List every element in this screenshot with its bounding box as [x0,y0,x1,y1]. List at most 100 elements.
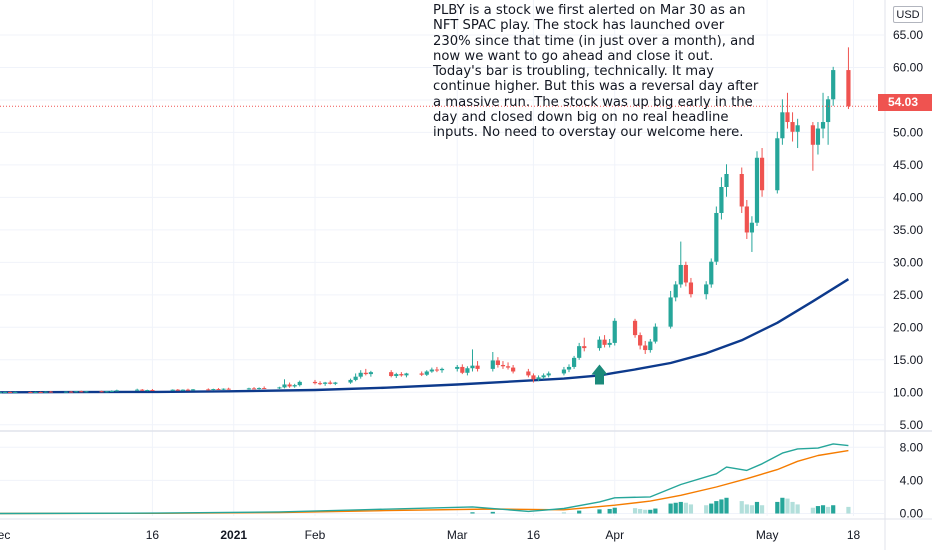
candle-body [216,389,221,391]
price-tick-label: 15.00 [893,353,923,367]
candle-body [607,342,612,345]
histogram-bar [561,512,567,514]
candle [820,92,826,139]
candle [368,370,373,377]
candle [328,380,333,385]
candle-body [206,389,211,391]
histogram-bar [826,506,831,514]
candle-body [455,366,460,369]
candle-body [150,389,155,391]
candlestick-layer [0,47,851,394]
candle-body [709,261,714,285]
time-axis[interactable]: ec 16 2021 Feb Mar 16 Apr May 18 [0,528,861,542]
candle [632,318,638,338]
candle [257,387,262,390]
time-tick-label: May [756,528,779,542]
candle [815,122,821,155]
candle-body [673,284,678,298]
price-tick-label: 65.00 [893,28,923,42]
candle-body [328,382,333,384]
candle [455,364,460,372]
candle [353,373,358,382]
candle [13,391,18,393]
candle-body [79,391,84,393]
candle [175,389,180,391]
candle-body [602,339,607,345]
candle [404,372,409,378]
candle-body [744,206,749,233]
histogram-bar [724,497,729,514]
candle [389,370,394,378]
candle-body [511,367,516,372]
candle [33,391,38,393]
candle [282,379,287,389]
candle-body [688,282,694,295]
price-tick-label: 50.00 [893,125,923,139]
candle [810,122,815,171]
candle-body [790,122,795,132]
candle [109,390,114,392]
candle-body [226,388,231,390]
candle-body [99,391,104,393]
candle-body [104,391,109,393]
candle-body [221,388,226,390]
candle-body [719,186,724,213]
histogram-bar [678,501,683,514]
candle-body [775,138,780,191]
candle-body [714,212,719,262]
candle-body [190,389,196,391]
time-tick-label: 16 [146,528,160,542]
histogram-bar [683,502,688,514]
candle-body [363,372,368,375]
candle-body [495,360,500,365]
histogram-bar [704,505,709,514]
candle-body [277,387,282,389]
candle-body [38,391,43,393]
candle [0,391,3,394]
candle-body [505,366,511,368]
price-tick-label: 25.00 [893,288,923,302]
price-tick-label: 20.00 [893,320,923,334]
time-tick-label: Apr [605,528,624,542]
candle-body [353,376,358,380]
histogram-bar [648,509,653,514]
price-tick-label: 45.00 [893,158,923,172]
candle-body [0,392,3,394]
candle-body [546,373,551,376]
candle-body [815,128,821,145]
candle-body [571,357,577,367]
price-tick-label: 10.00 [893,385,923,399]
candle-body [643,345,648,351]
candle-body [394,374,399,377]
candle [749,216,755,252]
candle-body [135,389,140,391]
histogram-bar [714,501,719,514]
candle [826,96,831,145]
price-tick-label: 60.00 [893,60,923,74]
candle [145,389,150,392]
candle-body [282,384,287,388]
candle-body [323,382,328,384]
currency-button[interactable]: USD [893,6,923,23]
histogram-bar [846,506,851,514]
candle-body [368,372,373,375]
candle-body [185,389,191,391]
candle-body [820,122,826,129]
candle [190,389,196,391]
candle [571,355,577,369]
candle [221,388,226,390]
candle-body [759,157,765,191]
candle-body [653,326,658,342]
histogram-bar [775,501,780,514]
osc-tick-label: 0.00 [900,507,924,521]
candle-body [74,391,79,393]
candle [211,388,216,391]
candle-body [399,374,404,376]
histogram-bar [744,504,749,514]
candle [531,373,536,383]
candle [140,389,145,391]
candle [185,388,191,391]
histogram-bar [643,509,648,514]
time-tick-label: 2021 [220,528,247,542]
